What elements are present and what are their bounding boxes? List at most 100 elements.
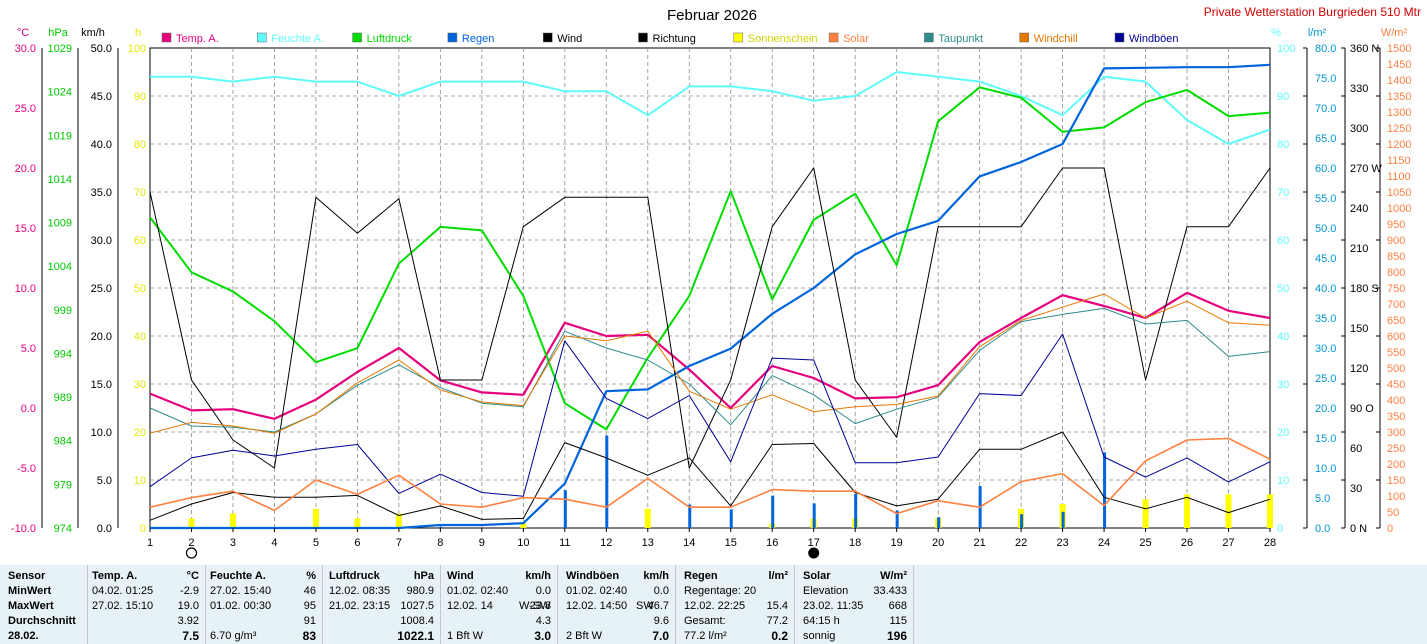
- stats-row-value: 196: [886, 629, 907, 643]
- stats-row-info: 04.02. 01:25: [92, 585, 154, 597]
- y-tick-label-temp: 25.0: [15, 103, 36, 115]
- stats-row-direction: W-SW: [519, 600, 551, 612]
- stats-row-value: 1027.5: [400, 600, 434, 612]
- stats-row: 27.02. 15:10 19.0: [88, 599, 205, 614]
- y-tick-label-pressure: 979: [54, 479, 72, 491]
- rain-bar: [688, 504, 692, 528]
- stats-unit: °C: [186, 570, 199, 582]
- y-tick-label-pressure: 989: [54, 392, 72, 404]
- rain-bar: [812, 503, 816, 528]
- chart-grid: [149, 47, 1271, 529]
- x-tick-label: 15: [725, 537, 737, 549]
- stats-row-info: Regentage: 20: [684, 585, 757, 597]
- legend-swatch: [352, 32, 362, 43]
- station-name: Private Wetterstation Burgrieden 510 Mtr: [1204, 5, 1421, 19]
- legend-swatch: [161, 32, 172, 43]
- y-tick-label-solar: 150: [1387, 475, 1405, 487]
- y-tick-label-humidity: 50: [1277, 283, 1289, 295]
- y-tick-label-wind: 35.0: [91, 187, 112, 199]
- y-tick-label-wind: 0.0: [97, 523, 112, 535]
- x-tick-label: 20: [932, 537, 944, 549]
- stats-row-info: 21.02. 23:15: [329, 600, 391, 612]
- y-tick-label-direction: 330: [1350, 83, 1368, 95]
- stats-row: 23.02. 11:35 668: [795, 599, 913, 614]
- stats-unit: W/m²: [880, 570, 907, 582]
- y-tick-label-humidity: 20: [1277, 427, 1289, 439]
- sunshine-bar: [395, 513, 402, 528]
- y-tick-label-direction: 270 W: [1350, 163, 1382, 175]
- y-tick-label-wind: 15.0: [91, 379, 112, 391]
- legend-swatch: [257, 32, 267, 43]
- x-tick-label: 12: [600, 537, 612, 549]
- y-tick-label-wind: 10.0: [91, 427, 112, 439]
- stats-row-value: 0.0: [653, 585, 669, 597]
- y-tick-label-solar: 600: [1387, 331, 1405, 343]
- y-tick-label-direction: 30: [1350, 483, 1362, 495]
- stats-header: Temp. A. °C: [88, 569, 205, 584]
- y-tick-label-solar: 200: [1387, 459, 1405, 471]
- y-tick-label-solar: 1250: [1387, 123, 1411, 135]
- stats-row-info: 1 Bft W: [447, 630, 484, 642]
- y-tick-label-direction: 360 N: [1350, 43, 1379, 55]
- stats-row-value: 15.4: [766, 600, 788, 612]
- stats-title: Temp. A.: [92, 570, 138, 582]
- y-tick-label-sunshine: 80: [134, 139, 146, 151]
- y-tick-label-temp: 5.0: [21, 343, 36, 355]
- y-tick-label-sunshine: 70: [134, 187, 146, 199]
- y-tick-label-temp: -5.0: [17, 463, 36, 475]
- chart-axes: 1 2 3 4 5 6 7 8 9 10 11 12 13 14 15 16 17 18 19 20 21 22 23 24 2…: [11, 27, 1411, 559]
- y-axis-unit-temp: °C: [17, 27, 29, 39]
- stats-row: 4.3: [441, 614, 557, 629]
- y-tick-label-pressure: 984: [54, 436, 72, 448]
- x-tick-label: 9: [479, 537, 485, 549]
- x-tick-label: 13: [642, 537, 654, 549]
- stats-row-info: 01.02. 02:40: [447, 585, 509, 597]
- stats-row-info: 01.02. 00:30: [210, 600, 272, 612]
- rain-bar: [854, 493, 858, 528]
- y-tick-label-direction: 300: [1350, 123, 1368, 135]
- stats-row: 91: [206, 614, 322, 629]
- y-tick-label-rain: 0.0: [1315, 523, 1330, 535]
- stats-row-value: 19.0: [177, 600, 199, 612]
- y-tick-label-solar: 1000: [1387, 203, 1411, 215]
- stats-row: sonnig 196: [795, 629, 913, 644]
- stats-panel-humidity: Feuchte A.% 27.02. 15:40 46 01.02. 00:30 95 9…: [206, 565, 323, 644]
- stats-unit: %: [306, 570, 316, 582]
- y-tick-label-wind: 25.0: [91, 283, 112, 295]
- y-tick-label-sunshine: 50: [134, 283, 146, 295]
- stats-row: 01.02. 02:40 0.0: [441, 584, 557, 599]
- stats-header: Wind km/h: [441, 569, 557, 584]
- sunshine-bar: [1142, 499, 1149, 528]
- legend-entry: Wind: [557, 33, 582, 45]
- legend-entry: Regen: [462, 33, 494, 45]
- y-tick-label-temp: 10.0: [15, 283, 36, 295]
- y-axis-unit-sunshine: h: [135, 27, 141, 39]
- y-tick-label-temp: 20.0: [15, 163, 36, 175]
- stats-row-value: 77.2: [766, 615, 788, 627]
- legend-entry: Windböen: [1129, 33, 1179, 45]
- y-tick-label-rain: 5.0: [1315, 493, 1330, 505]
- legend-entry: Feuchte A.: [271, 33, 324, 45]
- y-tick-label-rain: 65.0: [1315, 133, 1336, 145]
- y-tick-label-solar: 950: [1387, 219, 1405, 231]
- y-tick-label-wind: 40.0: [91, 139, 112, 151]
- stats-row: 27.02. 15:40 46: [206, 584, 322, 599]
- y-tick-label-direction: 180 S: [1350, 283, 1379, 295]
- stats-title: Windböen: [566, 570, 620, 582]
- stats-row-info: 12.02. 14:50: [566, 600, 628, 612]
- stats-row-value: 9.6: [653, 615, 669, 627]
- stats-row: 04.02. 01:25 -2.9: [88, 584, 205, 599]
- sunshine-bar: [1225, 494, 1232, 528]
- statistics-table: Sensor MinWert MaxWert Durchschnitt 28.02. Te…: [0, 565, 1427, 644]
- stats-panel-gusts: Windböen km/h 01.02. 02:40 0.0 12.02. 14:50 S…: [558, 565, 676, 644]
- stats-row: 3.92: [88, 614, 205, 629]
- stats-row: 01.02. 00:30 95: [206, 599, 322, 614]
- y-tick-label-solar: 750: [1387, 283, 1405, 295]
- y-tick-label-humidity: 30: [1277, 379, 1289, 391]
- sunshine-bar: [312, 508, 319, 528]
- stats-title: Wind: [447, 570, 474, 582]
- y-tick-label-solar: 1300: [1387, 107, 1411, 119]
- rain-bar: [439, 526, 443, 528]
- stats-row-label: MaxWert: [8, 600, 54, 612]
- stats-row-value: 1008.4: [400, 615, 434, 627]
